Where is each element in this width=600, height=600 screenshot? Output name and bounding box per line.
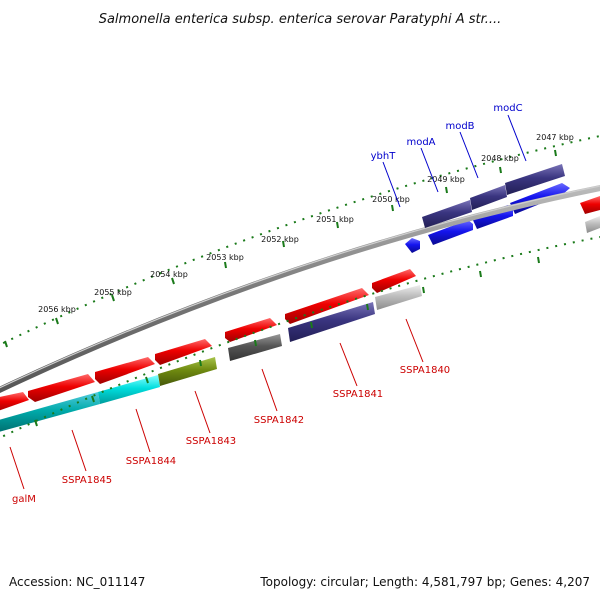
inner-major-tick xyxy=(479,270,482,278)
outer-major-tick xyxy=(224,261,227,269)
genome-summary-text: Topology: circular; Length: 4,581,797 bp… xyxy=(259,575,590,589)
outer-major-tick xyxy=(4,340,8,348)
gene-label-leader xyxy=(507,114,527,162)
genome-backbone xyxy=(0,184,600,393)
outer-major-tick xyxy=(282,240,285,248)
function-bar[interactable] xyxy=(288,302,375,342)
gene-label-leader xyxy=(194,390,211,434)
inner-major-tick xyxy=(537,256,540,264)
function-bar[interactable] xyxy=(158,357,217,386)
function-bar[interactable] xyxy=(98,375,160,404)
gene-label-SSPA1844[interactable]: SSPA1844 xyxy=(126,456,176,467)
gene-label-ybhT[interactable]: ybhT xyxy=(371,151,397,162)
inner-major-tick xyxy=(310,321,313,329)
inner-major-tick xyxy=(422,286,425,294)
gene-label-SSPA1845[interactable]: SSPA1845 xyxy=(62,475,112,486)
scale-label: 2048 kbp xyxy=(481,154,519,163)
function-bar[interactable] xyxy=(422,200,472,228)
gene-label-leader xyxy=(261,368,278,412)
scale-label: 2047 kbp xyxy=(536,133,574,142)
scale-label: 2053 kbp xyxy=(206,253,244,262)
gene-label-modB[interactable]: modB xyxy=(445,121,474,132)
function-bar[interactable] xyxy=(585,216,600,233)
blue-gene-labels: modC modB modA ybhT xyxy=(371,103,527,208)
gene-arrow[interactable] xyxy=(285,288,369,324)
outer-major-tick xyxy=(554,149,557,157)
gene-label-leader xyxy=(405,318,424,363)
gene-arrow[interactable] xyxy=(405,238,420,253)
red-gene-labels: SSPA1840 SSPA1841 SSPA1842 SSPA1843 SSPA… xyxy=(9,318,450,505)
gene-label-leader xyxy=(71,429,87,472)
outer-major-tick xyxy=(391,204,394,212)
outer-major-tick xyxy=(171,277,175,285)
gene-arrow[interactable] xyxy=(580,196,600,214)
gene-label-leader xyxy=(382,161,401,208)
gene-arrow[interactable] xyxy=(225,318,277,342)
inner-tick-ring xyxy=(0,236,600,439)
outer-major-tick xyxy=(336,221,339,229)
gene-arrow[interactable] xyxy=(155,339,212,365)
gene-arrow[interactable] xyxy=(28,374,95,402)
accession-text: Accession: NC_011147 xyxy=(9,575,145,589)
outer-tick-ring xyxy=(0,135,600,348)
scale-label: 2050 kbp xyxy=(372,195,410,204)
gene-label-SSPA1841[interactable]: SSPA1841 xyxy=(333,389,383,400)
function-bar[interactable] xyxy=(0,392,100,433)
gene-arrow[interactable] xyxy=(0,392,29,412)
outer-major-tick xyxy=(111,294,115,302)
function-bars xyxy=(0,164,600,433)
gene-label-leader xyxy=(459,131,479,179)
inner-major-tick xyxy=(145,376,149,384)
scale-label: 2051 kbp xyxy=(316,215,354,224)
gene-label-SSPA1840[interactable]: SSPA1840 xyxy=(400,365,450,376)
gene-label-leader xyxy=(339,342,358,387)
inner-major-tick xyxy=(199,359,202,367)
inner-major-tick xyxy=(254,339,257,347)
gene-label-modA[interactable]: modA xyxy=(406,137,435,148)
scale-label: 2049 kbp xyxy=(427,175,465,184)
forward-strand-genes xyxy=(0,196,600,412)
inner-major-tick xyxy=(366,303,369,311)
outer-major-tick xyxy=(445,186,448,194)
function-bar[interactable] xyxy=(228,334,282,361)
gene-label-leader xyxy=(420,147,439,193)
scale-label: 2054 kbp xyxy=(150,270,188,279)
inner-major-tick xyxy=(34,419,38,427)
gene-arrow[interactable] xyxy=(372,269,416,293)
genome-backbone-highlight xyxy=(0,185,600,389)
gene-label-leader xyxy=(9,446,25,490)
map-title: Salmonella enterica subsp. enterica sero… xyxy=(99,12,502,27)
gene-arrow[interactable] xyxy=(95,357,155,384)
function-bar[interactable] xyxy=(375,285,422,310)
gene-label-SSPA1842[interactable]: SSPA1842 xyxy=(254,415,304,426)
gene-arrow[interactable] xyxy=(428,220,473,245)
scale-label: 2055 kbp xyxy=(94,288,132,297)
scale-label: 2052 kbp xyxy=(261,235,299,244)
gene-label-leader xyxy=(135,408,151,453)
outer-major-tick xyxy=(499,166,502,174)
gene-label-galM[interactable]: galM xyxy=(12,494,36,505)
gene-label-modC[interactable]: modC xyxy=(493,103,522,114)
inner-major-tick xyxy=(91,395,95,403)
function-bar[interactable] xyxy=(470,185,507,210)
scale-label: 2056 kbp xyxy=(38,305,76,314)
outer-major-tick xyxy=(55,317,59,325)
function-bar[interactable] xyxy=(505,164,565,195)
gene-label-SSPA1843[interactable]: SSPA1843 xyxy=(186,436,236,447)
scale-labels: 2047 kbp 2048 kbp 2049 kbp 2050 kbp 2051… xyxy=(38,133,574,314)
